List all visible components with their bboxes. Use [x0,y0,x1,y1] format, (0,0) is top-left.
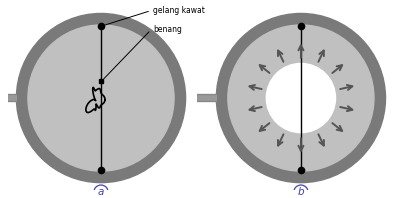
Text: benang: benang [153,25,182,34]
Text: gelang kawat: gelang kawat [153,6,205,15]
Text: a: a [98,188,104,197]
Circle shape [228,25,374,171]
Circle shape [266,63,336,133]
Text: b: b [298,188,304,197]
Circle shape [28,25,174,171]
Circle shape [216,13,386,183]
Circle shape [16,13,186,183]
